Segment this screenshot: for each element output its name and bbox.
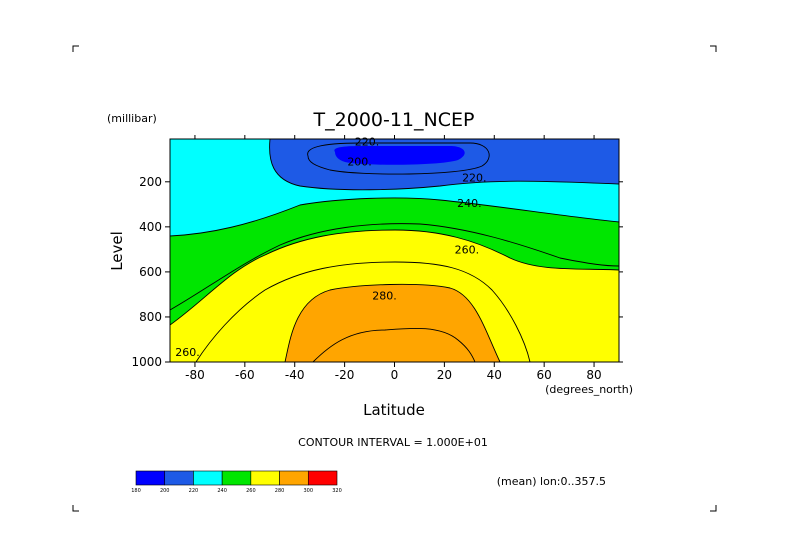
contour-label: 280. xyxy=(372,290,397,303)
contour-label: 240. xyxy=(457,197,482,210)
colorbar-swatch xyxy=(221,470,252,486)
chart-title: T_2000-11_NCEP xyxy=(313,109,475,131)
contour-line-220 xyxy=(269,139,619,191)
y-tick-label: 600 xyxy=(139,265,162,279)
y-axis-title: Level xyxy=(108,231,126,271)
contour-line-200 xyxy=(307,142,490,175)
x-tick-label: -80 xyxy=(185,368,205,382)
x-tick-label: 20 xyxy=(437,368,452,382)
band-280-290 xyxy=(285,284,500,362)
x-tick-label: -20 xyxy=(335,368,355,382)
x-axis-ticks: -80 -60 -40 -20 0 20 40 60 80 xyxy=(185,135,602,382)
x-axis-title: Latitude xyxy=(363,401,425,419)
contour-lines xyxy=(170,139,619,362)
contour-fill xyxy=(170,139,619,362)
contour-label: 220. xyxy=(355,135,380,148)
contour-label: 200. xyxy=(347,156,372,169)
colorbar-swatch xyxy=(279,470,309,486)
contour-interval-note: CONTOUR INTERVAL = 1.000E+01 xyxy=(298,436,488,449)
contour-labels: 220. 200. 220. 240. 260. 280. 260. xyxy=(175,135,486,359)
x-axis-unit: (degrees_north) xyxy=(545,383,633,396)
colorbar-swatch xyxy=(164,470,194,486)
contour-label: 260. xyxy=(175,346,200,359)
colorbar-swatch xyxy=(135,470,166,486)
colorbar-level-label: 280 xyxy=(275,488,285,494)
colorbar-level-label: 260 xyxy=(246,488,256,494)
colorbar-swatch xyxy=(307,470,338,486)
crop-mark-top-left xyxy=(72,45,79,52)
contour-line-270 xyxy=(195,261,531,362)
y-axis-unit: (millibar) xyxy=(107,112,157,125)
y-tick-label: 400 xyxy=(139,220,162,234)
y-axis-ticks: 200 400 600 800 1000 xyxy=(131,175,623,369)
crop-mark-top-right xyxy=(710,45,717,52)
x-tick-label: 0 xyxy=(391,368,399,382)
band-180-200 xyxy=(334,146,465,165)
contour-line-280 xyxy=(284,283,501,362)
colorbar-swatch xyxy=(193,470,223,486)
contour-line-285 xyxy=(312,327,476,362)
crop-marks xyxy=(72,45,717,512)
colorbar-level-label: 220 xyxy=(189,488,199,494)
colorbar-level-label: 200 xyxy=(160,488,170,494)
colorbar: 180 200 220 240 260 280 300 320 xyxy=(131,470,342,494)
crop-mark-bottom-left xyxy=(72,505,79,512)
colorbar-swatch xyxy=(250,470,280,486)
contour-label: 220. xyxy=(462,171,487,184)
x-tick-label: -40 xyxy=(285,368,305,382)
contour-line-250 xyxy=(170,223,619,311)
x-tick-label: -60 xyxy=(235,368,255,382)
x-tick-label: 40 xyxy=(487,368,502,382)
colorbar-level-label: 320 xyxy=(332,488,342,494)
x-tick-label: 80 xyxy=(586,368,601,382)
colorbar-level-label: 180 xyxy=(131,488,141,494)
contour-line-260 xyxy=(170,229,619,326)
contour-label: 260. xyxy=(455,243,480,256)
colorbar-level-label: 300 xyxy=(304,488,314,494)
crop-mark-bottom-right xyxy=(710,505,717,512)
y-tick-label: 800 xyxy=(139,310,162,324)
footnote-mean-lon: (mean) lon:0..357.5 xyxy=(497,475,606,488)
y-tick-label: 200 xyxy=(139,175,162,189)
y-tick-label: 1000 xyxy=(131,355,162,369)
x-tick-label: 60 xyxy=(537,368,552,382)
colorbar-level-label: 240 xyxy=(217,488,227,494)
contour-line-240 xyxy=(170,197,619,237)
